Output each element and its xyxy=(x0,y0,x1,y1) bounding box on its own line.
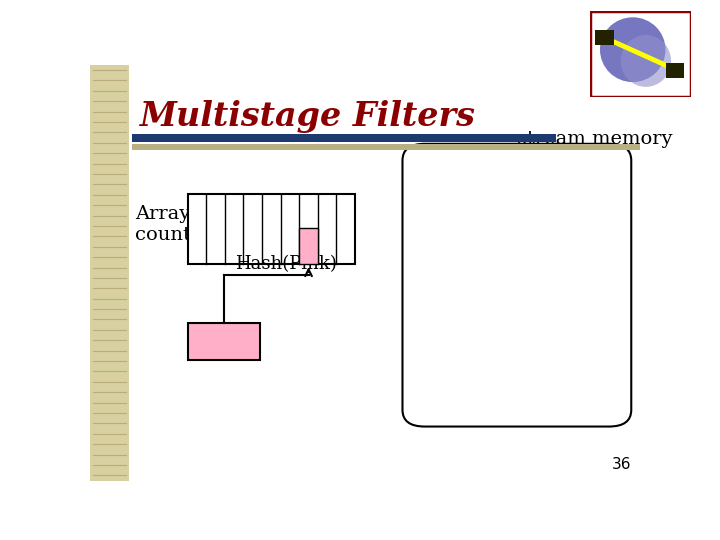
Text: Hash(Pink): Hash(Pink) xyxy=(235,255,337,273)
FancyBboxPatch shape xyxy=(402,144,631,427)
Bar xyxy=(666,63,684,78)
Text: 36: 36 xyxy=(612,457,631,472)
Text: Array of
counters: Array of counters xyxy=(135,206,221,244)
Ellipse shape xyxy=(621,35,671,87)
Text: Multistage Filters: Multistage Filters xyxy=(140,100,476,133)
Bar xyxy=(595,30,613,45)
Bar xyxy=(188,194,355,265)
Text: stream memory: stream memory xyxy=(517,130,672,148)
Bar xyxy=(132,144,639,150)
Bar xyxy=(132,134,556,141)
Bar xyxy=(90,65,129,481)
Bar xyxy=(188,322,260,360)
Bar xyxy=(300,228,318,265)
Ellipse shape xyxy=(600,17,665,82)
